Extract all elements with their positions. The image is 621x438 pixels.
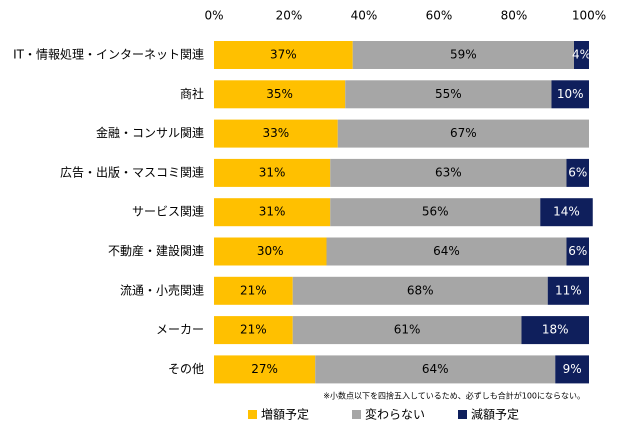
- bar-segment: [292, 316, 522, 345]
- bar-segment: [315, 355, 556, 384]
- x-tick-label: 0%: [204, 9, 223, 23]
- y-tick-label: 金融・コンサル関連: [96, 125, 204, 140]
- x-tick-label: 40%: [351, 9, 378, 23]
- bar-segment: [547, 276, 589, 305]
- data-label: 14%: [553, 205, 580, 219]
- data-label: 59%: [450, 48, 477, 62]
- bar-segment: [214, 355, 316, 384]
- data-label: 61%: [394, 323, 421, 337]
- data-label: 6%: [568, 244, 587, 258]
- data-label: 64%: [433, 244, 460, 258]
- bar-segment: [214, 41, 353, 69]
- data-label: 18%: [542, 323, 569, 337]
- bar-segment: [214, 198, 331, 227]
- data-label: 11%: [555, 283, 582, 297]
- bar-segment: [214, 80, 346, 109]
- data-label: 67%: [450, 126, 477, 140]
- data-label: 37%: [270, 48, 297, 62]
- data-label: 56%: [422, 205, 449, 219]
- x-tick-label: 80%: [501, 9, 528, 23]
- bar-segment: [330, 198, 541, 227]
- bar-segment: [551, 80, 589, 109]
- bar-segment: [214, 158, 331, 187]
- data-label: 63%: [435, 165, 462, 179]
- bar-segment: [292, 276, 548, 305]
- data-label: 31%: [259, 165, 286, 179]
- data-label: 68%: [407, 283, 434, 297]
- data-label: 33%: [263, 126, 290, 140]
- bar-segment: [521, 316, 589, 345]
- bar-segment: [566, 158, 589, 187]
- legend-label: 減額予定: [471, 407, 519, 422]
- data-label: 31%: [259, 205, 286, 219]
- bar-segment: [555, 355, 589, 384]
- y-tick-label: サービス関連: [132, 205, 204, 219]
- bar-segment: [326, 237, 567, 266]
- data-label: 21%: [240, 323, 267, 337]
- bar-segment: [352, 41, 574, 69]
- footnote: ※小数点以下を四捨五入しているため、必ずしも合計が100にならない。: [323, 391, 585, 401]
- bar-segment: [330, 158, 567, 187]
- legend-label: 増額予定: [261, 407, 309, 422]
- legend-swatch: [248, 410, 257, 419]
- bar-segment: [337, 119, 589, 148]
- data-label: 27%: [251, 362, 278, 376]
- data-label: 9%: [563, 362, 582, 376]
- data-label: 35%: [266, 87, 293, 101]
- data-label: 4%: [572, 48, 591, 62]
- legend-swatch: [458, 410, 467, 419]
- y-tick-label: その他: [168, 362, 204, 376]
- data-label: 6%: [568, 165, 587, 179]
- y-tick-label: 商社: [180, 86, 204, 101]
- bar-segment: [214, 316, 293, 345]
- legend-label: 変わらない: [365, 407, 425, 422]
- bar-segment: [214, 119, 338, 148]
- data-label: 30%: [257, 244, 284, 258]
- bar-segment: [540, 198, 593, 227]
- data-label: 55%: [435, 87, 462, 101]
- bar-segment: [214, 237, 327, 266]
- y-tick-label: 流通・小売関連: [120, 282, 204, 297]
- x-tick-label: 100%: [572, 9, 606, 23]
- data-label: 64%: [422, 362, 449, 376]
- x-tick-label: 60%: [426, 9, 453, 23]
- y-tick-label: IT・情報処理・インターネット関連: [13, 48, 204, 62]
- data-label: 10%: [557, 87, 584, 101]
- y-tick-label: 広告・出版・マスコミ関連: [60, 165, 204, 179]
- y-tick-label: 不動産・建設関連: [108, 243, 204, 258]
- bar-segment: [345, 80, 552, 109]
- bar-segment: [566, 237, 589, 266]
- data-label: 21%: [240, 283, 267, 297]
- legend-swatch: [352, 410, 361, 419]
- x-tick-label: 20%: [276, 9, 303, 23]
- bar-segment: [214, 276, 293, 305]
- y-tick-label: メーカー: [156, 323, 204, 337]
- bar-segment: [574, 41, 589, 69]
